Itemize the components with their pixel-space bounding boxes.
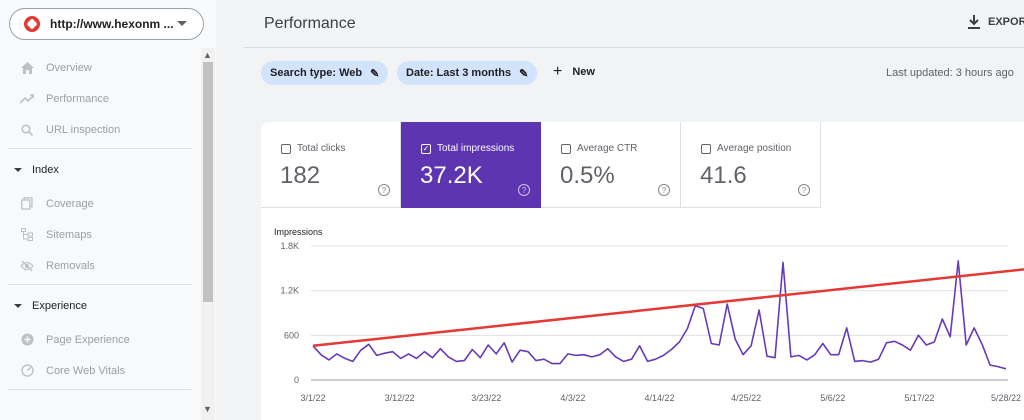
- search-type-filter[interactable]: Search type: Web ✎: [261, 61, 389, 85]
- x-tick-label: 5/28/22: [991, 393, 1021, 403]
- sidebar-item-coverage[interactable]: Coverage: [0, 188, 200, 219]
- y-tick-label: 600: [284, 330, 299, 340]
- file-copy-icon: [20, 197, 34, 211]
- new-filter-button[interactable]: + New: [553, 63, 595, 81]
- x-tick-label: 3/1/22: [300, 393, 325, 403]
- property-url: http://www.hexonm ...: [50, 17, 174, 31]
- y-tick-label: 0: [294, 375, 299, 385]
- scroll-down-icon[interactable]: ▼: [203, 404, 212, 414]
- x-tick-label: 5/6/22: [820, 393, 845, 403]
- home-icon: [20, 61, 34, 75]
- divider: [8, 389, 192, 390]
- download-icon: [968, 15, 980, 29]
- scroll-up-icon[interactable]: ▲: [203, 50, 212, 60]
- sidebar-item-performance[interactable]: Performance: [0, 83, 200, 114]
- sidebar-item-label: Removals: [46, 259, 95, 272]
- x-tick-label: 3/12/22: [385, 393, 415, 403]
- sidebar-item-removals[interactable]: Removals: [0, 250, 200, 281]
- y-tick-label: 1.8K: [280, 241, 299, 251]
- sidebar-nav: Overview Performance URL inspection Inde…: [0, 52, 200, 393]
- sidebar: http://www.hexonm ... Overview Performan…: [0, 0, 216, 420]
- metric-average-position[interactable]: Average position 41.6 ?: [681, 122, 821, 208]
- checkbox-checked-icon[interactable]: ✓: [421, 143, 431, 154]
- export-button[interactable]: EXPOR: [968, 15, 1024, 29]
- help-icon[interactable]: ?: [378, 184, 390, 196]
- section-header-experience[interactable]: Experience: [0, 288, 200, 324]
- caret-down-icon: [14, 304, 22, 308]
- trending-up-icon: [20, 92, 34, 106]
- metric-value: 41.6: [700, 162, 747, 189]
- sidebar-item-sitemaps[interactable]: Sitemaps: [0, 219, 200, 250]
- help-icon[interactable]: ?: [518, 184, 530, 196]
- impressions-series-line: [312, 260, 1007, 370]
- sidebar-item-label: Coverage: [46, 197, 94, 210]
- metric-value: 182: [280, 162, 321, 189]
- page-title: Performance: [264, 15, 356, 32]
- chevron-down-icon: [177, 21, 187, 26]
- y-tick-label: 1.2K: [280, 286, 299, 296]
- gauge-icon: [20, 364, 34, 378]
- last-updated-text: Last updated: 3 hours ago: [886, 67, 1014, 79]
- sidebar-item-label: URL inspection: [46, 123, 121, 136]
- sidebar-item-label: Performance: [46, 92, 109, 105]
- checkbox-icon[interactable]: [281, 143, 291, 154]
- help-icon[interactable]: ?: [658, 184, 670, 196]
- sidebar-item-url-inspection[interactable]: URL inspection: [0, 114, 200, 145]
- metric-label: Total clicks: [297, 143, 346, 154]
- edit-icon: ✎: [370, 67, 380, 80]
- sidebar-item-label: Sitemaps: [46, 228, 92, 241]
- checkbox-icon[interactable]: [561, 143, 571, 154]
- plus-icon: +: [553, 63, 563, 80]
- checkbox-icon[interactable]: [701, 143, 711, 154]
- sitemap-icon: [20, 228, 34, 242]
- sidebar-item-label: Page Experience: [46, 333, 130, 346]
- eye-off-icon: [20, 259, 34, 273]
- metric-label: Average position: [717, 143, 792, 154]
- sidebar-item-core-web-vitals[interactable]: Core Web Vitals: [0, 355, 200, 386]
- scrollbar-thumb[interactable]: [203, 62, 213, 302]
- sidebar-item-page-experience[interactable]: Page Experience: [0, 324, 200, 355]
- section-title: Index: [32, 164, 59, 176]
- section-header-index[interactable]: Index: [0, 152, 200, 188]
- sidebar-item-label: Overview: [46, 61, 92, 74]
- sidebar-item-overview[interactable]: Overview: [0, 52, 200, 83]
- metric-label: Total impressions: [437, 143, 515, 154]
- caret-down-icon: [14, 168, 22, 172]
- x-tick-label: 4/14/22: [644, 393, 674, 403]
- divider: [8, 284, 192, 285]
- new-label: New: [572, 66, 595, 78]
- edit-icon: ✎: [519, 67, 529, 80]
- date-label: Date: Last 3 months: [406, 67, 512, 79]
- metric-total-impressions[interactable]: ✓ Total impressions 37.2K ?: [401, 122, 541, 208]
- impressions-chart: Impressions 0 600 1.2K 1.8K 3/1/22 3/12/22 3/2…: [274, 227, 1024, 403]
- metric-total-clicks[interactable]: Total clicks 182 ?: [261, 122, 401, 208]
- section-title: Experience: [32, 300, 88, 312]
- property-logo-icon: [24, 16, 40, 32]
- divider: [8, 148, 192, 149]
- y-axis-title: Impressions: [274, 227, 323, 237]
- metric-value: 37.2K: [420, 162, 483, 189]
- sidebar-scrollbar[interactable]: ▲ ▼: [201, 48, 215, 420]
- performance-card: Total clicks 182 ? ✓ Total impressions 37…: [261, 122, 1024, 420]
- metric-value: 0.5%: [560, 162, 615, 189]
- search-type-label: Search type: Web: [270, 67, 363, 79]
- metric-average-ctr[interactable]: Average CTR 0.5% ?: [541, 122, 681, 208]
- export-label: EXPOR: [988, 16, 1024, 28]
- property-selector[interactable]: http://www.hexonm ...: [9, 8, 204, 40]
- search-icon: [20, 123, 34, 137]
- plus-circle-icon: [20, 333, 34, 347]
- x-tick-label: 4/3/22: [560, 393, 585, 403]
- trend-arrow-line: [312, 268, 1024, 347]
- x-tick-label: 3/23/22: [471, 393, 501, 403]
- top-bar: Performance EXPOR: [244, 0, 1024, 48]
- help-icon[interactable]: ?: [798, 184, 810, 196]
- metric-label: Average CTR: [577, 143, 638, 154]
- x-tick-label: 5/17/22: [904, 393, 934, 403]
- x-tick-label: 4/25/22: [731, 393, 761, 403]
- date-filter[interactable]: Date: Last 3 months ✎: [397, 61, 538, 85]
- sidebar-item-label: Core Web Vitals: [46, 364, 126, 377]
